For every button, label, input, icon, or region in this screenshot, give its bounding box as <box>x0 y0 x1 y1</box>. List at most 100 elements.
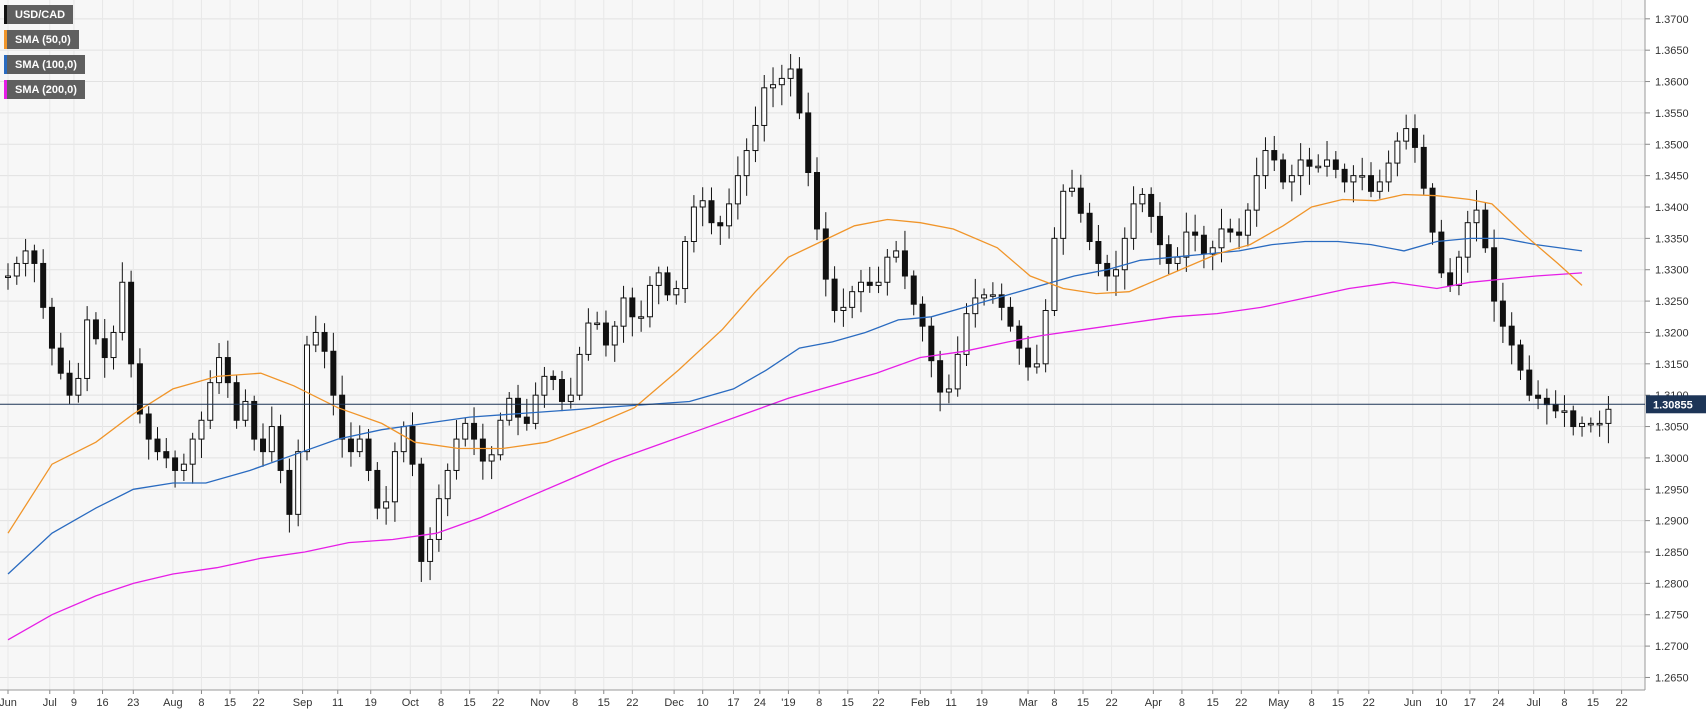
candle-body <box>295 451 302 515</box>
candle-body <box>910 275 917 305</box>
candle-body <box>1227 228 1234 233</box>
candle-body <box>154 438 161 453</box>
x-tick-label: 15 <box>1587 697 1599 709</box>
x-tick-label: 17 <box>727 697 739 709</box>
candle-body <box>163 451 170 459</box>
candle-body <box>1508 325 1515 346</box>
candle-body <box>303 344 310 453</box>
candle-body <box>558 379 565 402</box>
x-tick-label: 19 <box>976 697 988 709</box>
x-tick-label: Oct <box>402 697 419 709</box>
candle-body <box>1491 247 1498 302</box>
candle-body <box>532 394 539 424</box>
legend-item-sma200: SMA (200,0) <box>4 80 85 99</box>
y-tick-label: 1.3350 <box>1655 233 1689 245</box>
y-tick-label: 1.3450 <box>1655 171 1689 183</box>
candle-body <box>40 262 47 308</box>
candle-body <box>743 150 750 177</box>
candle-body <box>400 426 407 453</box>
candle-body <box>268 426 275 453</box>
x-tick-label: Jun <box>0 697 17 709</box>
candle-body <box>1605 408 1612 424</box>
candle-body <box>1095 241 1102 264</box>
candle-body <box>347 438 354 453</box>
candle-body <box>339 394 346 440</box>
candle-body <box>1579 422 1586 428</box>
x-tick-label: 24 <box>1492 697 1504 709</box>
y-tick-label: 1.3050 <box>1655 422 1689 434</box>
candle-body <box>180 463 187 471</box>
candle-body <box>1192 231 1199 236</box>
x-tick-label: 15 <box>598 697 610 709</box>
x-tick-label: 22 <box>1363 697 1375 709</box>
candle-body <box>1482 209 1489 249</box>
candle-body <box>1341 168 1348 183</box>
candle-body <box>901 250 908 277</box>
candle-body <box>1183 231 1190 258</box>
grid <box>0 0 1645 690</box>
candle-body <box>479 438 486 462</box>
candle-body <box>770 84 777 89</box>
candle-body <box>1069 187 1076 192</box>
candle-body <box>1121 237 1128 271</box>
x-tick-label: Apr <box>1145 697 1162 709</box>
legend-item-sma50: SMA (50,0) <box>4 30 79 49</box>
x-tick-label: 19 <box>365 697 377 709</box>
candle-body <box>462 422 469 440</box>
x-tick-label: 15 <box>1332 697 1344 709</box>
candle-body <box>189 438 196 465</box>
candle-body <box>1288 175 1295 183</box>
candle-body <box>849 291 856 308</box>
candle-body <box>435 498 442 540</box>
candle-body <box>286 469 293 515</box>
sma-50-line <box>7 193 1583 534</box>
candle-body <box>717 222 724 227</box>
candle-body <box>1306 159 1313 167</box>
candle-body <box>840 306 847 312</box>
candle-body <box>515 397 522 418</box>
candle-body <box>1297 159 1304 177</box>
y-tick-label: 1.3600 <box>1655 77 1689 89</box>
candle-body <box>1438 231 1445 274</box>
y-tick-label: 1.3550 <box>1655 108 1689 120</box>
candle-body <box>128 281 135 365</box>
y-tick-label: 1.2750 <box>1655 610 1689 622</box>
x-tick-label: Feb <box>911 697 930 709</box>
x-tick-label: Mar <box>1019 697 1038 709</box>
y-tick-label: 1.2650 <box>1655 672 1689 684</box>
candle-body <box>1359 175 1366 178</box>
candle-body <box>726 203 733 227</box>
candle-body <box>1473 209 1480 224</box>
candle-body <box>1526 369 1533 396</box>
y-tick-label: 1.3400 <box>1655 202 1689 214</box>
candle-body <box>998 294 1005 308</box>
candle-body <box>1253 175 1260 211</box>
y-tick-label: 1.3150 <box>1655 359 1689 371</box>
x-tick-label: 8 <box>1561 697 1567 709</box>
candle-body <box>1403 128 1410 142</box>
candle-body <box>207 382 214 421</box>
candle-body <box>1077 187 1084 214</box>
candle-body <box>682 241 689 290</box>
x-tick-label: 24 <box>754 697 766 709</box>
x-tick-label: 22 <box>872 697 884 709</box>
candle-body <box>981 294 988 299</box>
candle-body <box>752 124 759 152</box>
y-tick-label: 1.3650 <box>1655 45 1689 57</box>
candle-body <box>814 172 821 230</box>
candle-body <box>374 469 381 509</box>
candle-body <box>1262 150 1269 177</box>
candle-body <box>1324 159 1331 167</box>
candle-body <box>57 347 64 374</box>
candle-body <box>1042 310 1049 365</box>
time-axis-background <box>0 690 1645 712</box>
sma-200-line <box>7 272 1583 641</box>
candle-body <box>1280 159 1287 183</box>
y-tick-label: 1.2700 <box>1655 641 1689 653</box>
x-tick-label: 8 <box>1051 697 1057 709</box>
candle-body <box>1376 181 1383 192</box>
candle-body <box>1271 150 1278 161</box>
y-tick-label: 1.2800 <box>1655 578 1689 590</box>
